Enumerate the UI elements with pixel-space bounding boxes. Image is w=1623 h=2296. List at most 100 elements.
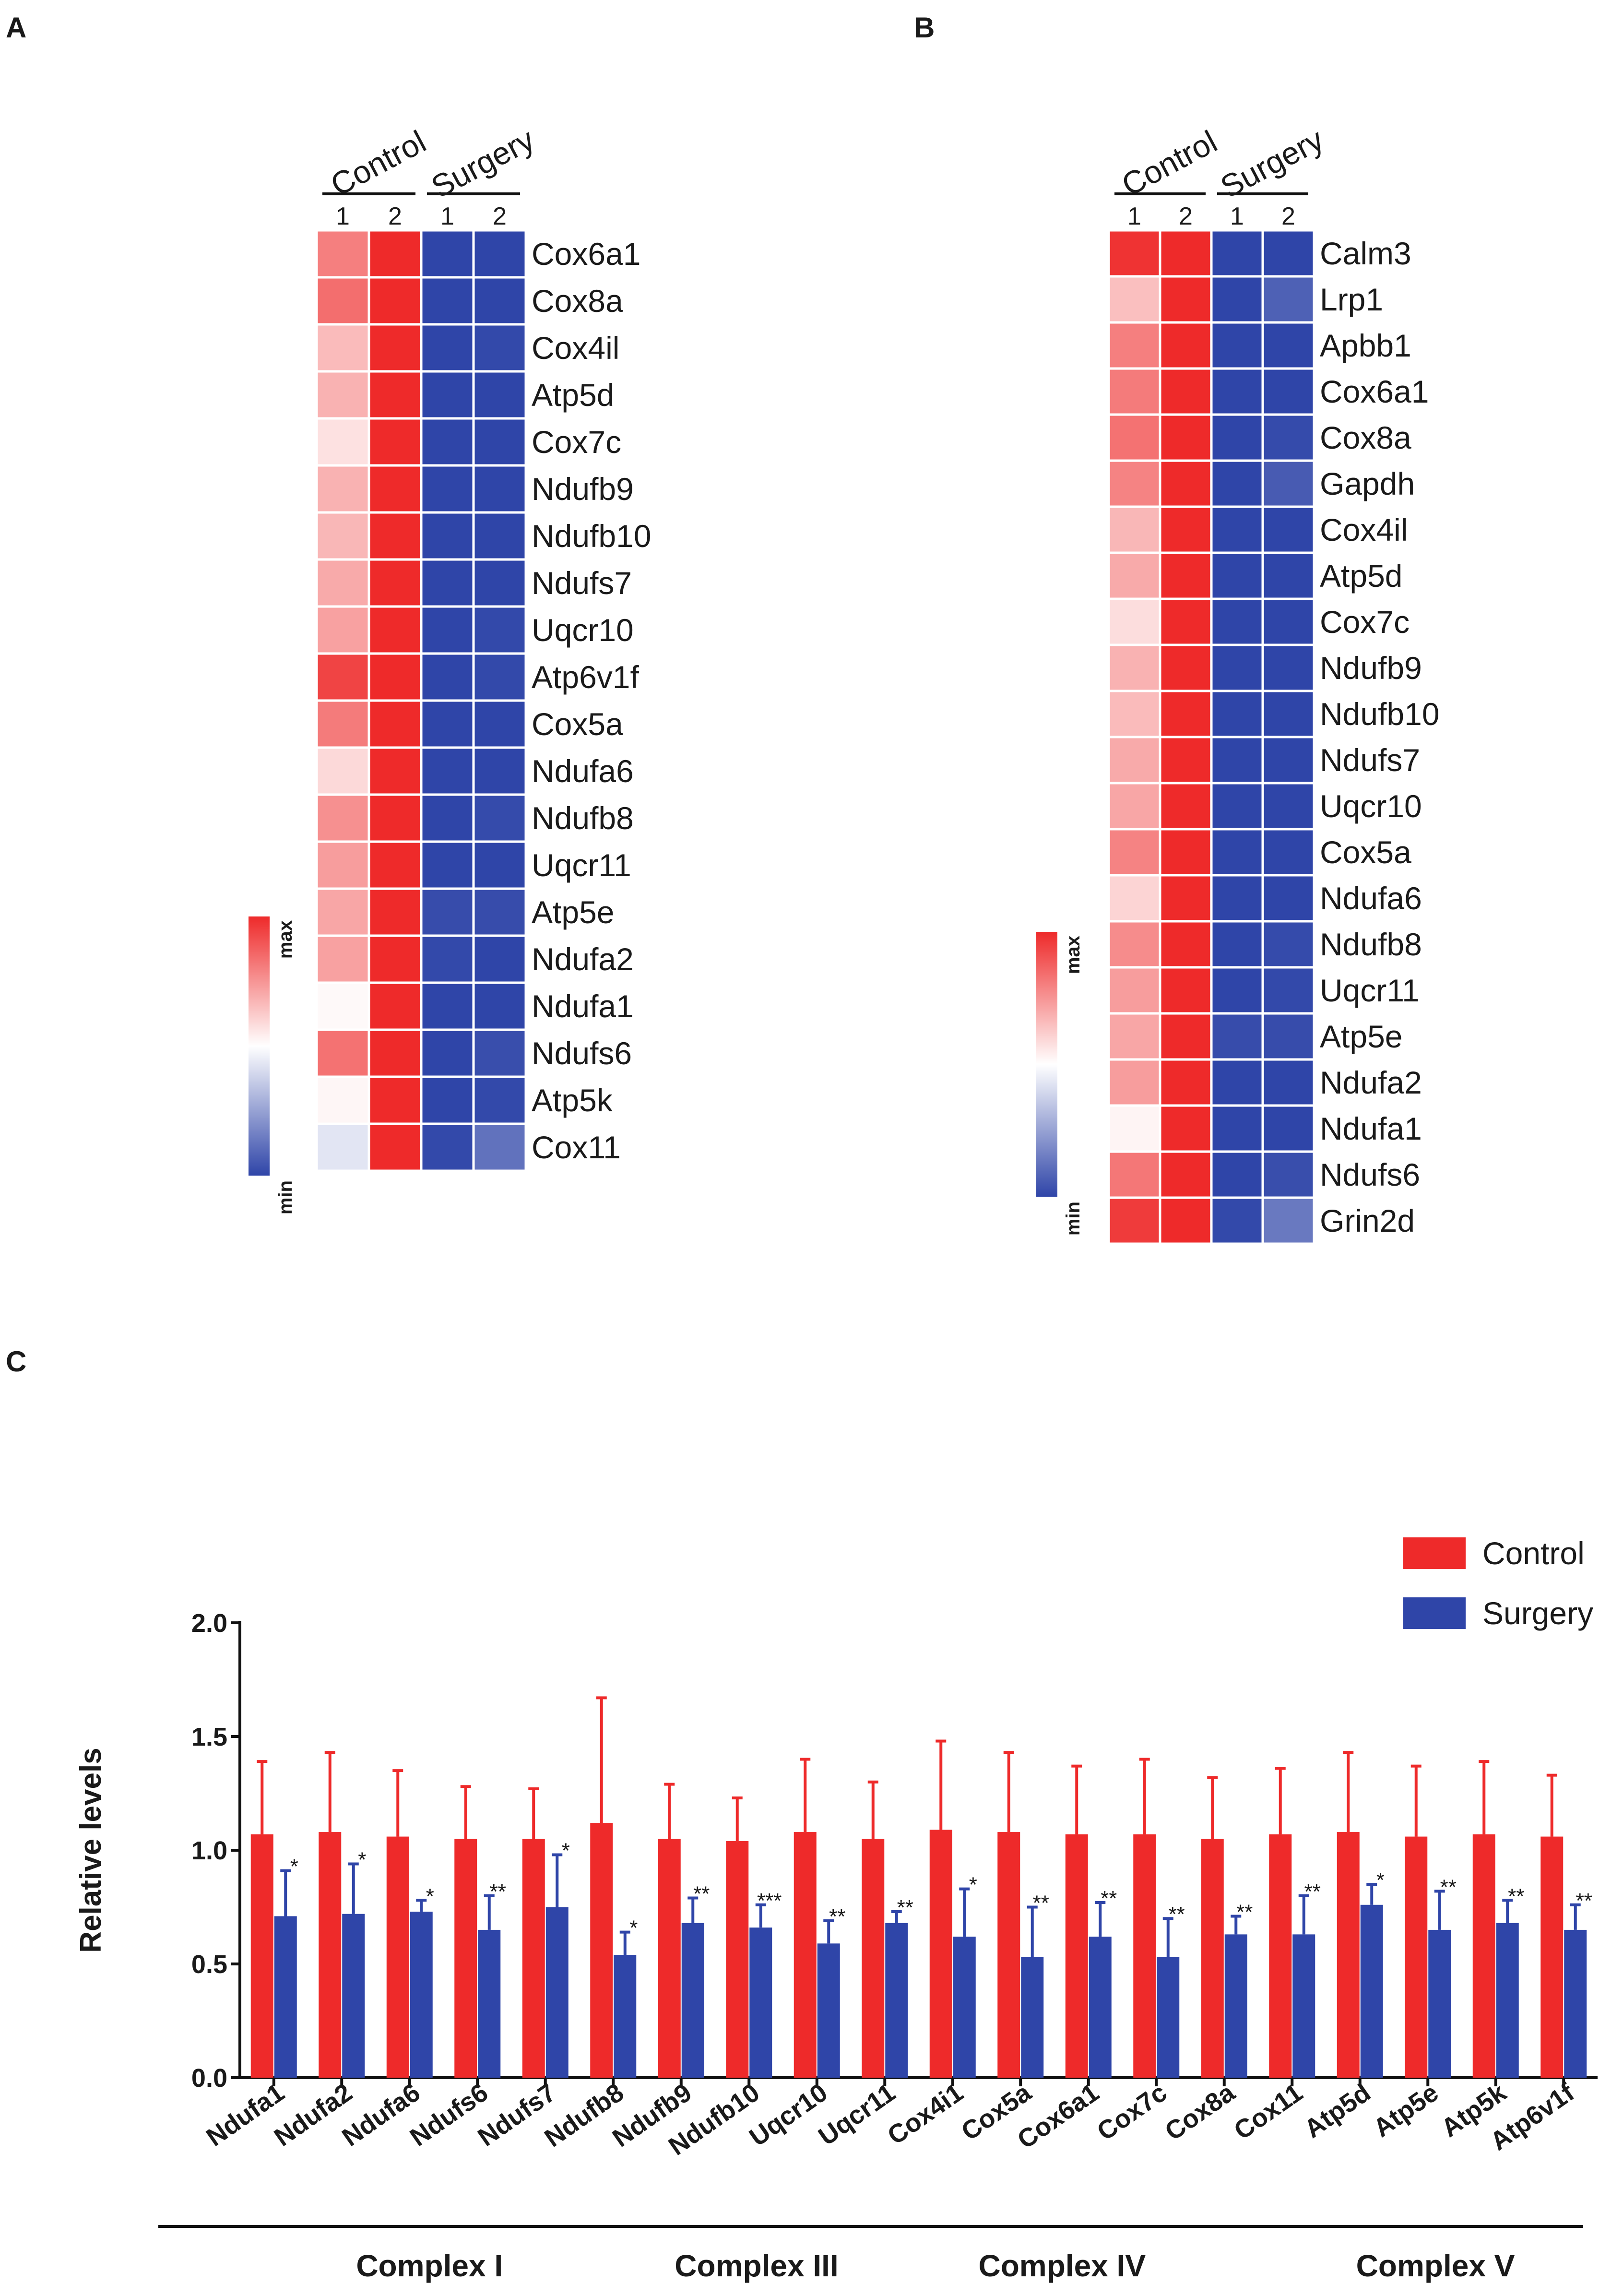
gene-label: Ndufb10	[1320, 696, 1440, 732]
gene-label: Cox4il	[1320, 512, 1408, 547]
heatmap-cell	[1210, 505, 1264, 554]
control-bar	[1337, 1832, 1360, 2078]
gene-label: Uqcr11	[1320, 973, 1420, 1008]
heatmap-cell	[1210, 643, 1264, 692]
heatmap-cell	[1107, 1058, 1161, 1107]
heatmap-cell	[367, 276, 423, 326]
control-bar	[522, 1839, 545, 2078]
significance-mark: **	[1304, 1880, 1321, 1903]
heatmap-cell	[367, 417, 423, 467]
heatmap-cell	[1159, 275, 1213, 324]
heatmap-cell	[367, 370, 423, 420]
gene-label: Calm3	[1320, 236, 1411, 271]
heatmap-cell	[1210, 459, 1264, 508]
heatmap-cell	[1261, 551, 1315, 600]
heatmap-cell	[1210, 690, 1264, 738]
heatmap-cell	[315, 934, 370, 984]
heatmap-cell	[1210, 1058, 1264, 1107]
gene-label: Ndufb8	[532, 800, 634, 836]
heatmap-cell	[315, 746, 370, 796]
heatmap-cell	[315, 558, 370, 608]
heatmap-cell	[472, 699, 527, 749]
heatmap-cell	[1107, 643, 1161, 692]
gene-label: Ndufs6	[1320, 1157, 1420, 1192]
surgery-bar	[1564, 1929, 1587, 2078]
heatmap-cell	[472, 840, 527, 890]
heatmap-cell	[315, 840, 370, 890]
heatmap-cell	[472, 934, 527, 984]
gene-label: Ndufs6	[532, 1035, 632, 1071]
significance-mark: *	[290, 1855, 298, 1879]
heatmap-cell	[420, 934, 475, 984]
heatmap-cell	[1261, 229, 1315, 278]
heatmap-cell	[1210, 966, 1264, 1015]
heatmap-cell	[472, 981, 527, 1031]
significance-mark: **	[693, 1882, 710, 1906]
gene-label: Cox8a	[532, 283, 623, 319]
heatmap-cell	[420, 558, 475, 608]
heatmap-cell	[1210, 597, 1264, 646]
surgery-bar	[1157, 1957, 1180, 2078]
heatmap-cell	[420, 511, 475, 561]
heatmap-cell	[315, 511, 370, 561]
control-bar	[726, 1841, 749, 2078]
x-category-label: Ndufa6	[337, 2078, 425, 2152]
heatmap-cell	[1261, 643, 1315, 692]
heatmap-cell	[1107, 874, 1161, 923]
control-bar	[658, 1839, 681, 2078]
heatmap-cell	[1107, 828, 1161, 877]
significance-mark: **	[1033, 1892, 1049, 1915]
heatmap-cell	[1159, 505, 1213, 554]
panel-c-letter: C	[6, 1345, 26, 1378]
heatmap-cell	[315, 323, 370, 373]
heatmap-cell	[472, 417, 527, 467]
heatmap-cell	[420, 1122, 475, 1172]
heatmap-cell	[1107, 782, 1161, 831]
heatmap-cell	[1107, 275, 1161, 324]
surgery-bar	[478, 1929, 501, 2078]
heatmap-cell	[472, 464, 527, 514]
heatmap-cell	[1261, 1196, 1315, 1245]
complex-label: Complex IV	[978, 2248, 1146, 2283]
gene-label: Cox8a	[1320, 420, 1411, 455]
surgery-bar	[1360, 1904, 1383, 2078]
heatmap-cell	[1159, 1150, 1213, 1199]
heatmap-cell	[1107, 551, 1161, 600]
significance-mark: **	[1236, 1900, 1253, 1924]
gene-label: Gapdh	[1320, 466, 1415, 501]
heatmap-cell	[1159, 1012, 1213, 1061]
heatmap-cell	[367, 887, 423, 937]
gene-label: Atp5e	[1320, 1019, 1402, 1054]
heatmap-cell	[315, 229, 370, 279]
column-label: 2	[1281, 202, 1295, 230]
heatmap-cell	[472, 511, 527, 561]
heatmap-cell	[367, 605, 423, 655]
surgery-bar	[614, 1955, 637, 2078]
gene-label: Atp6v1f	[532, 659, 639, 695]
panel-a-letter: A	[6, 12, 26, 44]
column-label: 1	[336, 202, 350, 230]
control-bar	[1133, 1834, 1156, 2078]
significance-mark: **	[1169, 1903, 1185, 1926]
heatmap-a: Cox6a1 Cox8a Cox4il Atp5d Cox7c Ndufb9 Ndufb10…	[249, 121, 652, 1214]
gene-label: Cox6a1	[1320, 374, 1429, 409]
surgery-bar	[545, 1907, 569, 2078]
heatmap-cell	[420, 229, 475, 279]
significance-mark: **	[829, 1905, 845, 1928]
control-bar	[929, 1830, 952, 2078]
color-scale-bar	[249, 916, 270, 1176]
heatmap-cell	[1210, 736, 1264, 785]
heatmap-cell	[1159, 920, 1213, 969]
gene-label: Atp5e	[532, 894, 614, 930]
heatmap-cell	[1261, 920, 1315, 969]
control-bar	[1405, 1836, 1428, 2078]
heatmap-cell	[367, 558, 423, 608]
heatmap-cell	[1159, 966, 1213, 1015]
heatmap-b: Calm3 Lrp1 Apbb1 Cox6a1 Cox8a Gapdh Cox4il Atp5…	[1036, 121, 1440, 1245]
heatmap-cell	[1261, 413, 1315, 462]
control-bar	[862, 1839, 885, 2078]
surgery-bar	[1224, 1934, 1247, 2078]
surgery-bar	[274, 1916, 297, 2078]
heatmap-cell	[1159, 828, 1213, 877]
gene-label: Cox6a1	[532, 236, 641, 272]
